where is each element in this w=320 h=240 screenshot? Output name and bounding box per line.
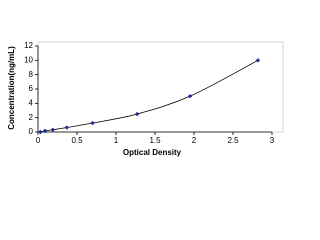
x-tick-label: 0.5 [71, 136, 83, 145]
x-tick-label: 2.5 [227, 136, 239, 145]
data-point [255, 58, 261, 63]
y-tick-label: 10 [24, 55, 33, 64]
data-point [50, 127, 56, 132]
y-tick-label: 2 [29, 113, 34, 122]
x-tick-label: 1 [114, 136, 119, 145]
y-axis-title: Concentration(ng/mL) [7, 46, 16, 130]
page: Optical Density Concentration(ng/mL) 0 2 4… [0, 0, 300, 200]
x-tick-label: 1.5 [149, 136, 161, 145]
x-tick-label: 0 [36, 136, 41, 145]
data-point [187, 93, 193, 99]
y-tick-label: 8 [29, 70, 34, 79]
y-tick-label: 6 [29, 84, 34, 93]
y-tick-label: 4 [29, 98, 34, 107]
data-point [90, 120, 95, 126]
chart: Optical Density Concentration(ng/mL) 0 2 4… [0, 0, 300, 200]
data-point [134, 111, 140, 117]
data-point [42, 128, 48, 134]
data-point [64, 125, 70, 130]
y-tick-label: 0 [29, 127, 34, 136]
x-tick-label: 3 [270, 136, 275, 145]
x-axis-title: Optical Density [123, 148, 182, 157]
background [0, 0, 300, 200]
data-point [38, 129, 43, 135]
x-tick-label: 2 [192, 136, 197, 145]
y-tick-label: 12 [24, 41, 33, 50]
